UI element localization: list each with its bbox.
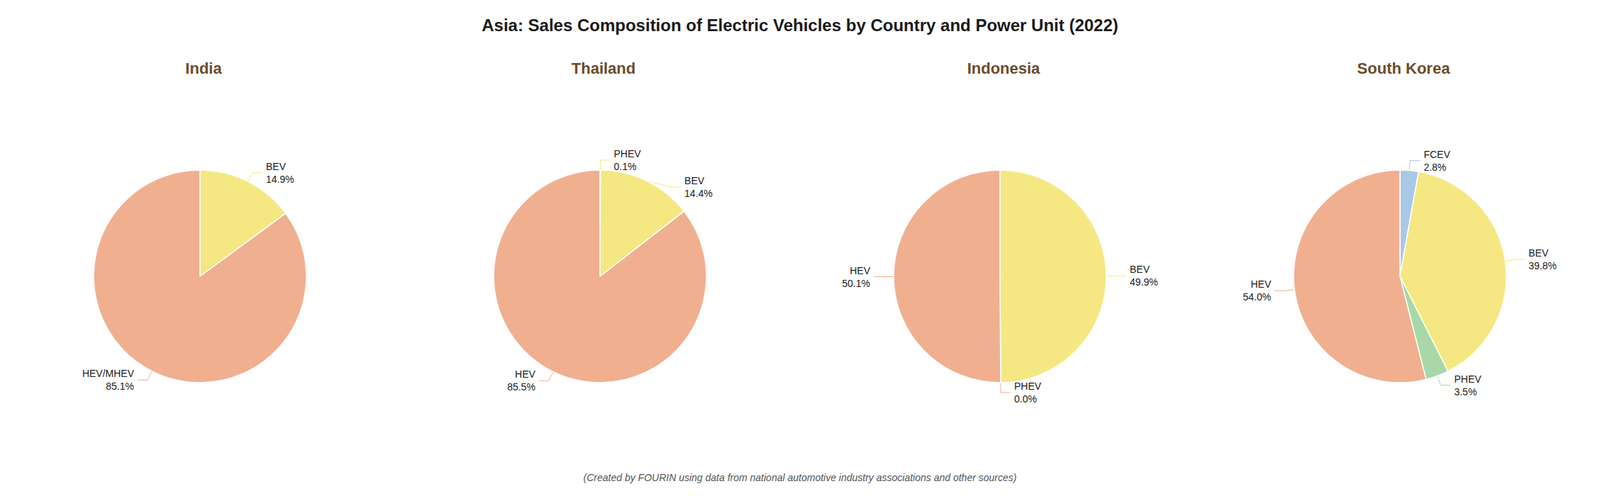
svg-text:Indonesia: Indonesia bbox=[967, 59, 1041, 78]
svg-text:54.0%: 54.0% bbox=[1243, 291, 1272, 303]
svg-text:Asia: Sales Composition of Ele: Asia: Sales Composition of Electric Vehi… bbox=[481, 15, 1119, 35]
svg-text:49.9%: 49.9% bbox=[1129, 276, 1159, 288]
svg-text:HEV: HEV bbox=[849, 265, 871, 277]
svg-text:85.1%: 85.1% bbox=[105, 380, 135, 393]
svg-text:50.1%: 50.1% bbox=[841, 278, 871, 290]
svg-text:3.5%: 3.5% bbox=[1453, 386, 1477, 398]
svg-text:India: India bbox=[185, 59, 222, 78]
svg-text:14.9%: 14.9% bbox=[265, 173, 295, 186]
svg-text:BEV: BEV bbox=[1129, 263, 1151, 276]
svg-text:(Created by FOURIN using data: (Created by FOURIN using data from natio… bbox=[583, 472, 1018, 484]
svg-text:BEV: BEV bbox=[265, 160, 287, 173]
svg-text:PHEV: PHEV bbox=[1014, 380, 1042, 393]
svg-text:BEV: BEV bbox=[684, 175, 705, 187]
svg-text:HEV: HEV bbox=[1250, 278, 1271, 291]
svg-text:FCEV: FCEV bbox=[1423, 148, 1451, 161]
svg-text:0.0%: 0.0% bbox=[1014, 393, 1037, 405]
svg-text:PHEV: PHEV bbox=[614, 148, 642, 160]
svg-text:85.5%: 85.5% bbox=[507, 381, 536, 393]
svg-text:0.1%: 0.1% bbox=[614, 160, 637, 173]
svg-text:39.8%: 39.8% bbox=[1528, 260, 1557, 272]
svg-text:2.8%: 2.8% bbox=[1423, 161, 1447, 174]
svg-text:14.4%: 14.4% bbox=[684, 187, 713, 200]
svg-text:HEV/MHEV: HEV/MHEV bbox=[82, 368, 135, 380]
svg-text:South Korea: South Korea bbox=[1357, 59, 1452, 78]
svg-text:BEV: BEV bbox=[1528, 247, 1549, 259]
svg-text:PHEV: PHEV bbox=[1453, 373, 1482, 386]
svg-text:Thailand: Thailand bbox=[571, 59, 636, 78]
svg-text:HEV: HEV bbox=[514, 368, 536, 381]
